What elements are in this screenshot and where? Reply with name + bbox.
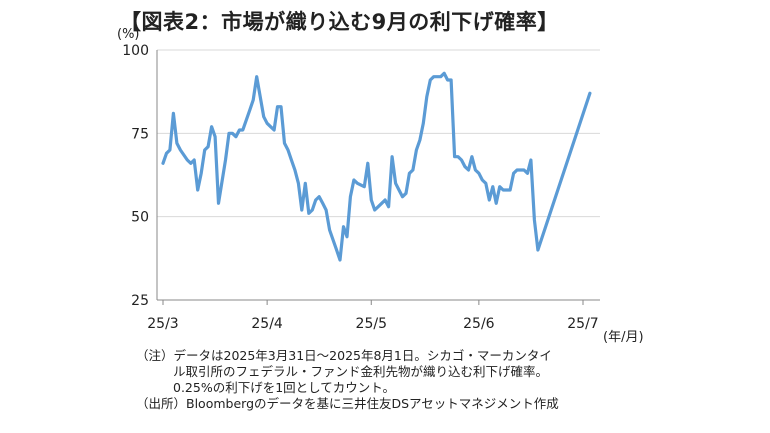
- y-tick-label: 25: [131, 293, 149, 309]
- source-line: （出所）Bloombergのデータを基に三井住友DSアセットマネジメント作成: [136, 396, 559, 411]
- series-layer: [161, 71, 592, 262]
- note-line: （注）データは2025年3月31日～2025年8月1日。シカゴ・マーカンタイ: [136, 348, 552, 363]
- x-tick-label: 25/7: [567, 316, 598, 332]
- tick-labels: 25 50 75 100 25/3 25/4 25/5 25/6 25/7: [122, 43, 598, 332]
- x-tick-label: 25/6: [463, 316, 495, 332]
- chart-notes: （注）データは2025年3月31日～2025年8月1日。シカゴ・マーカンタイ ル…: [136, 348, 559, 412]
- chart-title: 【図表2：市場が織り込む9月の利下げ確率】: [120, 10, 559, 34]
- y-tick-label: 100: [122, 43, 149, 59]
- y-tick-label: 50: [131, 210, 149, 226]
- y-tick-label: 75: [131, 126, 149, 142]
- note-line: 0.25%の利下げを1回としてカウント。: [173, 380, 396, 395]
- x-axis-unit-label: (年/月): [603, 330, 644, 345]
- note-line: ル取引所のフェデラル・ファンド金利先物が織り込む利下げ確率。: [173, 364, 549, 379]
- x-tick-label: 25/3: [147, 316, 178, 332]
- series-line: [161, 71, 592, 262]
- x-tick-label: 25/4: [251, 316, 283, 332]
- axes: [156, 50, 600, 305]
- y-axis-unit-label: (%): [117, 27, 140, 42]
- x-tick-label: 25/5: [356, 316, 387, 332]
